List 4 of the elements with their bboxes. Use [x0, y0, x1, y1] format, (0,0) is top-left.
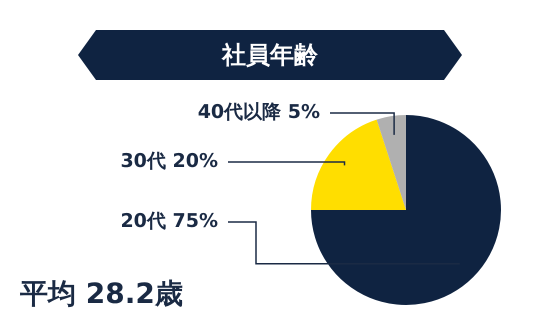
text: 平均 28.2歳 [20, 276, 183, 312]
slice-label: 40代以降 5% [198, 100, 320, 123]
slice-label: 30代 20% [120, 150, 218, 172]
slice-label: 20代 75% [120, 210, 218, 232]
